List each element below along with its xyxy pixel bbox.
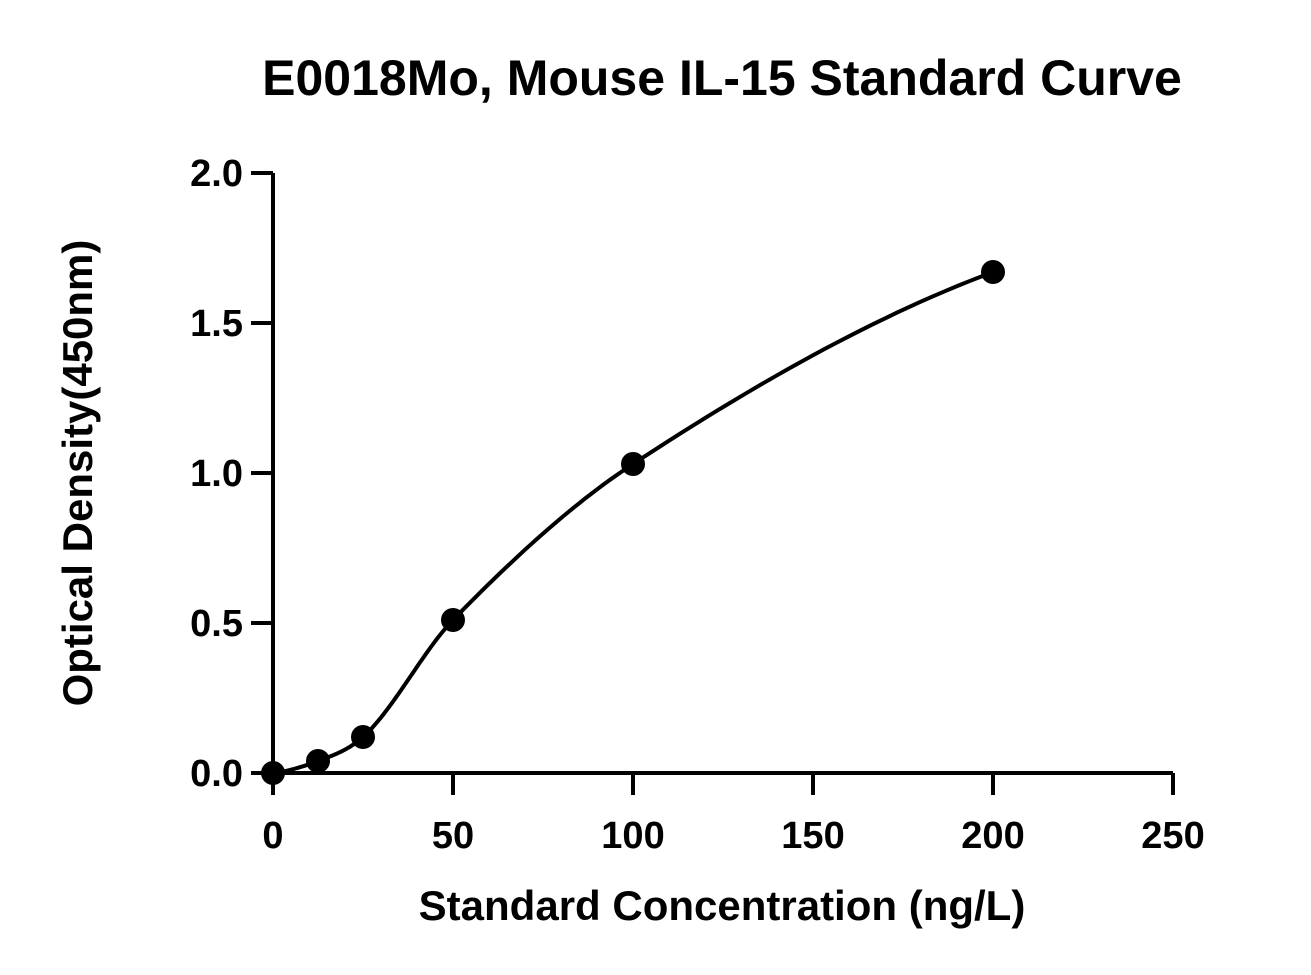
y-tick-label: 1.5 [190,303,243,345]
fit-curve [272,270,994,775]
data-point [306,749,330,773]
y-tick-label: 1.0 [190,453,243,495]
data-points [261,260,1005,785]
x-tick-label: 100 [601,815,664,857]
y-tick-label: 2.0 [190,153,243,195]
x-tick-label: 50 [432,815,474,857]
x-tick-label: 150 [781,815,844,857]
data-point [981,260,1005,284]
x-tick-label: 250 [1141,815,1204,857]
x-ticks: 0 50 100 150 200 250 [262,773,1205,857]
data-point [441,608,465,632]
y-ticks: 0.0 0.5 1.0 1.5 2.0 [190,153,273,795]
y-tick-label: 0.5 [190,603,243,645]
x-axis-label: Standard Concentration (ng/L) [419,882,1026,929]
x-tick-label: 200 [961,815,1024,857]
data-point [621,452,645,476]
data-point [351,725,375,749]
y-axis-label: Optical Density(450nm) [54,240,101,707]
x-tick-label: 0 [262,815,283,857]
y-tick-label: 0.0 [190,753,243,795]
data-point [261,761,285,785]
chart-title: E0018Mo, Mouse IL-15 Standard Curve [262,50,1182,106]
